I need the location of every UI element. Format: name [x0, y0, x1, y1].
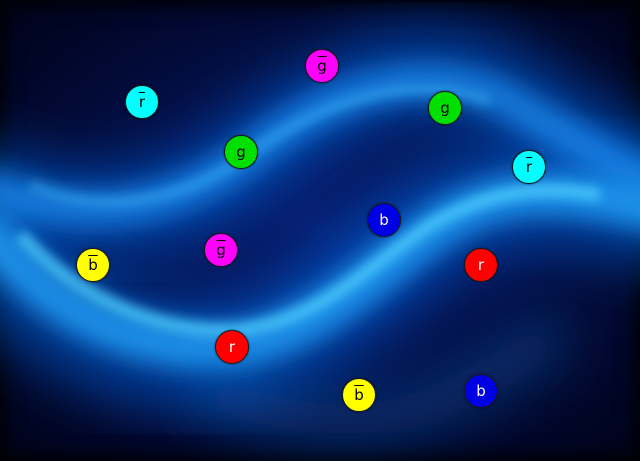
red-label: r — [228, 337, 236, 356]
anti-red-quark: r — [512, 150, 546, 184]
green-quark: g — [224, 135, 258, 169]
wave-upper-band — [0, 63, 640, 227]
blue-label: b — [379, 210, 389, 229]
anti-blue-quark: b — [76, 248, 110, 282]
anti-red-label: r — [525, 157, 533, 176]
anti-green-label: g — [216, 240, 226, 259]
blue-quark: b — [464, 374, 498, 408]
anti-red-quark: r — [125, 85, 159, 119]
blue-quark: b — [367, 203, 401, 237]
anti-blue-label: b — [88, 255, 98, 274]
green-label: g — [440, 98, 450, 117]
blue-label: b — [476, 381, 486, 400]
green-quark: g — [428, 91, 462, 125]
anti-blue-label: b — [354, 385, 364, 404]
anti-green-quark: g — [305, 49, 339, 83]
wave-bottom-swirl — [192, 313, 572, 440]
red-quark: r — [464, 248, 498, 282]
anti-blue-quark: b — [342, 378, 376, 412]
red-label: r — [477, 255, 485, 274]
anti-green-label: g — [317, 56, 327, 75]
anti-green-quark: g — [204, 233, 238, 267]
red-quark: r — [215, 330, 249, 364]
green-label: g — [236, 142, 246, 161]
wave-core — [14, 183, 602, 338]
anti-red-label: r — [138, 92, 146, 111]
